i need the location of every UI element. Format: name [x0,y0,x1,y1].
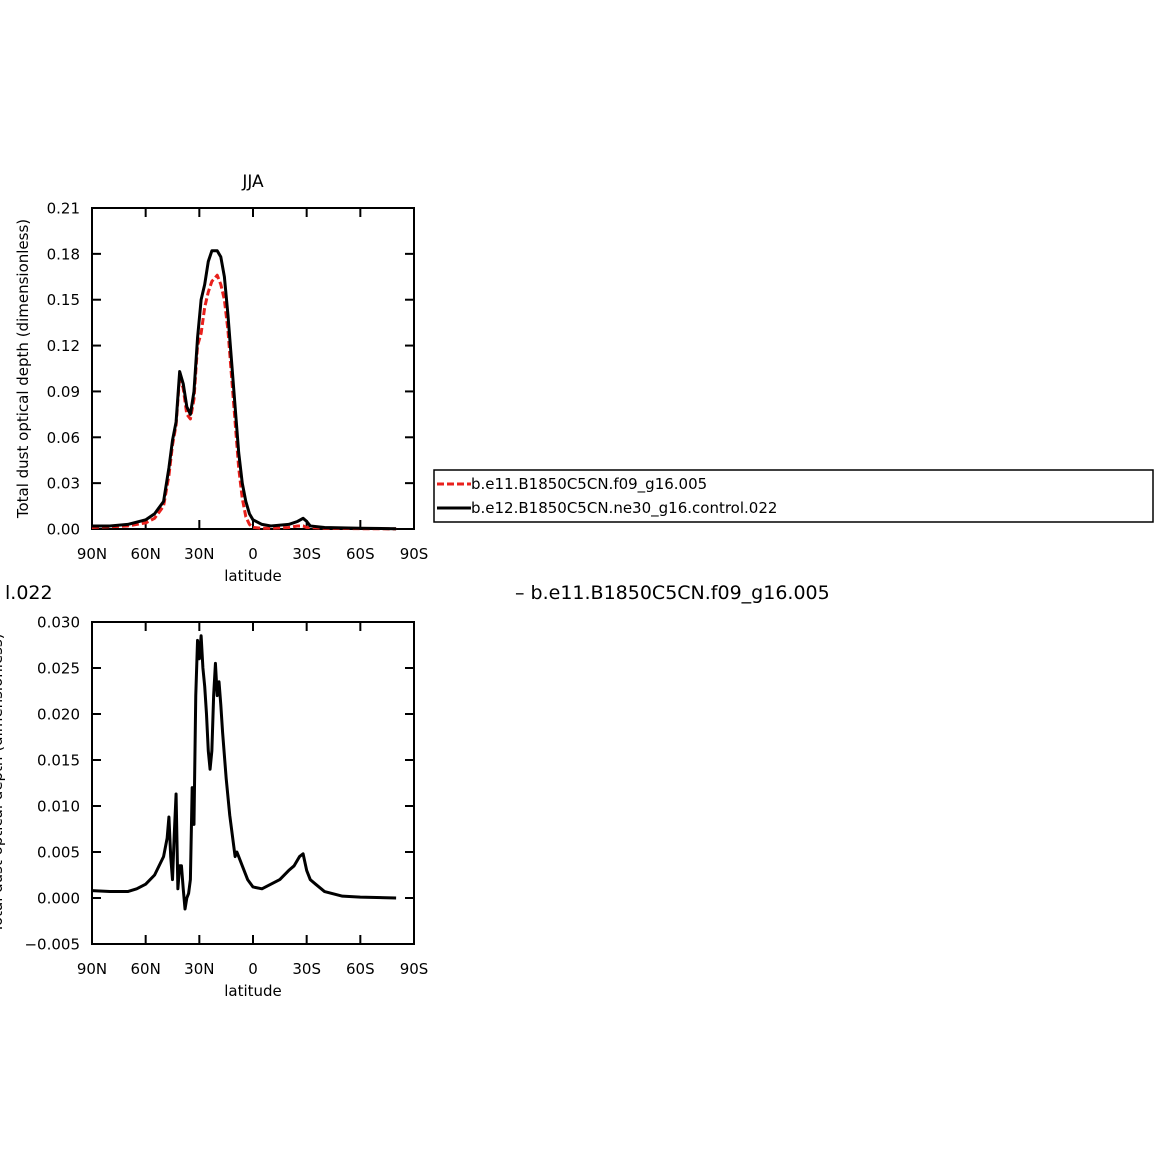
x-tick-label: 60N [131,545,161,563]
x-tick-label: 90S [400,960,429,978]
y-tick-label: 0.12 [47,337,80,355]
y-tick-label: 0.00 [47,521,80,539]
x-tick-label: 0 [248,960,258,978]
x-tick-label: 30N [184,545,214,563]
y-tick-label: 0.030 [37,614,80,632]
y-tick-label: 0.020 [37,706,80,724]
data-line [91,634,397,911]
plot-frame [91,207,415,530]
x-tick-label: 30N [184,960,214,978]
x-tick-label: 60S [346,545,375,563]
y-tick-label: −0.005 [24,936,80,954]
y-tick-label: 0.025 [37,660,80,678]
x-tick-label: 60S [346,960,375,978]
y-tick-label: 0.21 [47,200,80,218]
legend-label: b.e11.B1850C5CN.f09_g16.005 [471,475,707,494]
y-axis-label: Total dust optical depth (dimensionless) [0,633,6,933]
data-line [92,249,397,531]
y-tick-label: 0.000 [37,890,80,908]
chart-title: JJA [241,172,264,192]
y-axis-label: Total dust optical depth (dimensionless) [14,219,32,519]
x-tick-label: 90S [400,545,429,563]
x-tick-label: 30S [292,545,321,563]
legend-label: b.e12.B1850C5CN.ne30_g16.control.022 [471,499,777,518]
y-tick-label: 0.18 [47,245,80,263]
x-axis-label: latitude [224,982,282,1000]
title-fragment: l.022 [5,582,53,604]
y-tick-label: 0.06 [47,429,80,447]
y-tick-label: 0.03 [47,475,80,493]
x-tick-label: 60N [131,960,161,978]
legend-box [433,469,1154,523]
y-tick-label: 0.09 [47,383,80,401]
x-axis-label: latitude [224,567,282,585]
x-tick-label: 90N [77,960,107,978]
y-tick-label: 0.015 [37,752,80,770]
x-tick-label: 90N [77,545,107,563]
x-tick-label: 30S [292,960,321,978]
y-tick-label: 0.005 [37,844,80,862]
y-tick-label: 0.15 [47,291,80,309]
x-tick-label: 0 [248,545,258,563]
y-tick-label: 0.010 [37,798,80,816]
title-fragment: – b.e11.B1850C5CN.f09_g16.005 [515,582,830,604]
plot-frame [91,621,415,945]
